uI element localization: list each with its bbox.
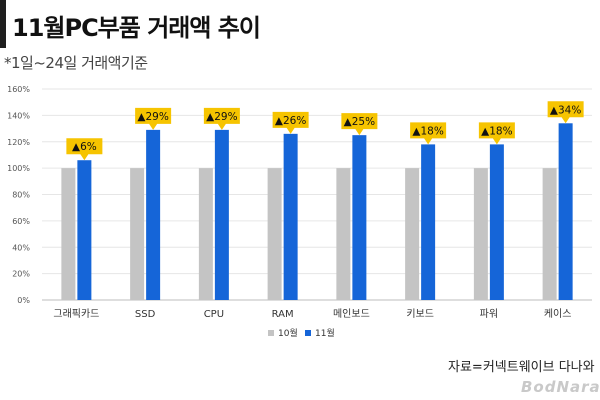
growth-label: ▲6% [72,141,97,153]
x-tick-label: 그래픽카드 [53,308,99,320]
growth-callout [410,122,447,145]
bar-october [473,168,488,300]
legend-label-november: 11월 [315,327,335,339]
y-tick-label: 0% [17,296,30,305]
growth-callout [547,101,584,124]
brand-logo: BodNara [521,378,600,396]
bar-november [283,133,298,300]
bar-october [405,168,420,300]
bar-november [77,160,92,300]
y-tick-label: 20% [12,270,30,279]
y-tick-label: 40% [12,243,30,252]
x-tick-label: SSD [135,309,156,320]
bar-october [542,168,557,300]
x-tick-label: 케이스 [544,308,572,320]
chart-title: 11월PC부품 거래액 추이 [12,14,261,42]
growth-label: ▲29% [137,111,168,123]
growth-label: ▲25% [344,116,375,128]
bar-october [267,168,282,300]
bar-november [558,123,573,300]
growth-label: ▲29% [206,111,237,123]
legend-swatch-november [305,330,311,336]
growth-callout [135,107,172,130]
y-tick-label: 80% [12,191,30,200]
growth-callout [341,113,378,136]
bar-october [61,168,76,300]
x-tick-label: RAM [272,309,294,320]
x-tick-label: 파워 [480,307,498,320]
source-note: 자료=커넥트웨이브 다나와 [448,360,595,375]
y-tick-label: 140% [7,111,30,120]
y-tick-label: 160% [7,85,30,94]
y-tick-label: 120% [7,138,30,147]
growth-callout [272,111,309,134]
bar-november [214,129,229,300]
growth-label: ▲26% [275,115,306,127]
legend-swatch-october [268,330,274,336]
bar-november [146,129,161,300]
bar-november [489,144,504,300]
legend-label-october: 10월 [278,327,298,339]
y-tick-label: 100% [7,164,30,173]
bar-october [130,168,145,300]
x-tick-label: CPU [204,309,224,320]
x-tick-label: 키보드 [406,308,434,320]
y-tick-label: 60% [12,217,30,226]
title-accent [0,0,6,48]
bar-october [198,168,213,300]
growth-callout [478,122,515,145]
growth-label: ▲34% [550,104,581,116]
growth-callout [66,138,103,161]
bar-november [421,144,436,300]
growth-label: ▲18% [412,125,443,137]
growth-callout [203,107,240,130]
chart-subtitle: *1일~24일 거래액기준 [4,54,148,72]
x-tick-label: 메인보드 [333,308,370,320]
bar-november [352,135,367,300]
growth-label: ▲18% [481,125,512,137]
title-bar: 11월PC부품 거래액 추이 [0,0,600,48]
bar-october [336,168,351,300]
bar-chart: 0% 20% 40% 60% 80% 100% 120% 140% 160% 그래픽카드 ▲6% SS… [7,85,592,339]
